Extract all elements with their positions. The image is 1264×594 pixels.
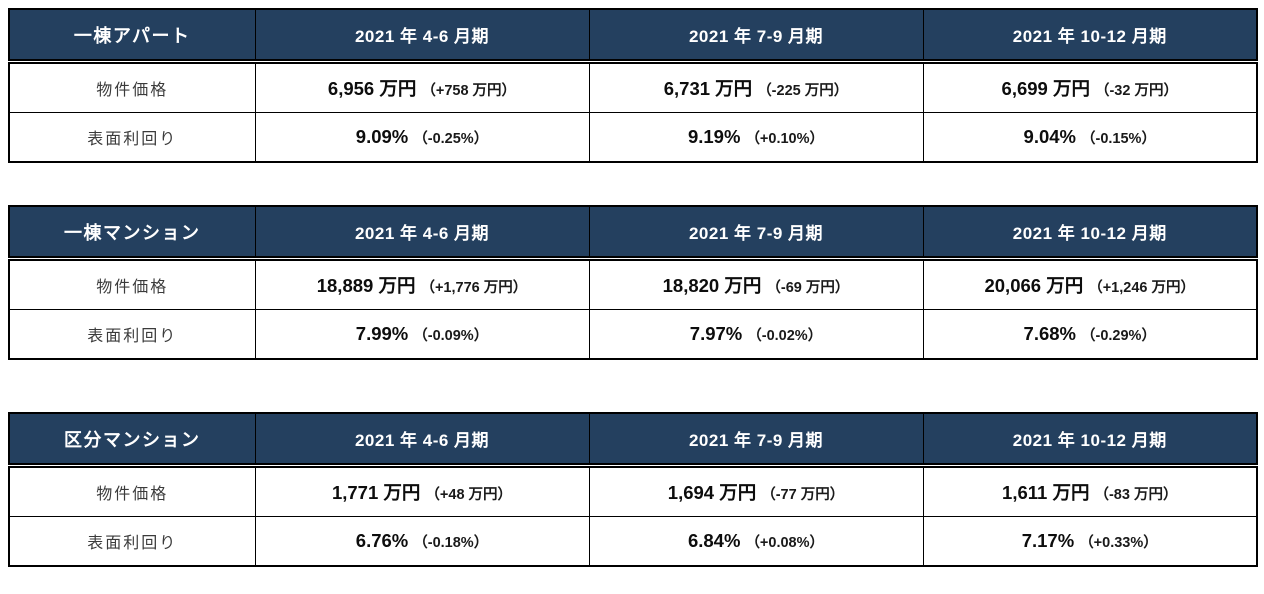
value-delta: （+0.08%） <box>745 535 825 551</box>
table-row-yield: 表面利回り 9.09% （-0.25%） 9.19% （+0.10%） 9.04% （… <box>8 112 1258 163</box>
value-main: 7.97% <box>689 323 743 344</box>
row-label: 表面利回り <box>8 309 256 360</box>
table-title: 一棟マンション <box>8 205 256 261</box>
row-label: 表面利回り <box>8 516 256 567</box>
row-label: 表面利回り <box>8 112 256 163</box>
value-cell: 7.97% （-0.02%） <box>588 309 924 360</box>
column-header-q2: 2021 年 4-6 月期 <box>254 8 590 64</box>
value-main: 7.99% <box>355 323 409 344</box>
row-label: 物件価格 <box>8 258 256 310</box>
column-header-q4: 2021 年 10-12 月期 <box>922 8 1258 64</box>
mansion-building-table: 一棟マンション 2021 年 4-6 月期 2021 年 7-9 月期 2021… <box>8 205 1258 360</box>
row-label: 物件価格 <box>8 465 256 517</box>
value-main: 18,889 万円 <box>316 275 416 296</box>
value-cell: 1,611 万円 （-83 万円） <box>922 465 1258 517</box>
column-header-q4: 2021 年 10-12 月期 <box>922 205 1258 261</box>
value-main: 6,699 万円 <box>1001 78 1090 99</box>
value-cell: 18,820 万円 （-69 万円） <box>588 258 924 310</box>
value-main: 18,820 万円 <box>662 275 762 296</box>
quarterly-data-table: 区分マンション 2021 年 4-6 月期 2021 年 7-9 月期 2021… <box>8 412 1258 567</box>
value-cell: 18,889 万円 （+1,776 万円） <box>254 258 590 310</box>
value-cell: 9.09% （-0.25%） <box>254 112 590 163</box>
value-delta: （-0.25%） <box>413 131 489 147</box>
value-main: 7.68% <box>1023 323 1076 344</box>
value-delta: （-0.15%） <box>1081 131 1156 147</box>
value-cell: 7.99% （-0.09%） <box>254 309 590 360</box>
value-delta: （+0.33%） <box>1079 535 1158 551</box>
table-row-price: 物件価格 6,956 万円 （+758 万円） 6,731 万円 （-225 万円）… <box>8 61 1258 113</box>
table-row-price: 物件価格 18,889 万円 （+1,776 万円） 18,820 万円 （-69 … <box>8 258 1258 310</box>
value-main: 6,731 万円 <box>663 78 753 99</box>
value-delta: （-69 万円） <box>766 280 850 296</box>
column-header-q3: 2021 年 7-9 月期 <box>588 8 924 64</box>
document-body: 一棟アパート 2021 年 4-6 月期 2021 年 7-9 月期 2021 … <box>8 8 1258 567</box>
header-row: 一棟アパート 2021 年 4-6 月期 2021 年 7-9 月期 2021 … <box>8 8 1258 64</box>
mansion-unit-table: 区分マンション 2021 年 4-6 月期 2021 年 7-9 月期 2021… <box>8 412 1258 567</box>
header-row: 一棟マンション 2021 年 4-6 月期 2021 年 7-9 月期 2021… <box>8 205 1258 261</box>
value-main: 1,694 万円 <box>667 482 757 503</box>
value-cell: 9.04% （-0.15%） <box>922 112 1258 163</box>
column-header-q2: 2021 年 4-6 月期 <box>254 205 590 261</box>
value-delta: （-32 万円） <box>1094 83 1178 99</box>
value-cell: 9.19% （+0.10%） <box>588 112 924 163</box>
value-main: 9.19% <box>687 126 741 147</box>
value-main: 6.84% <box>687 530 741 551</box>
value-main: 6.76% <box>355 530 409 551</box>
column-header-q3: 2021 年 7-9 月期 <box>588 205 924 261</box>
value-delta: （+48 万円） <box>425 487 513 503</box>
value-main: 9.09% <box>355 126 409 147</box>
value-cell: 6.84% （+0.08%） <box>588 516 924 567</box>
value-delta: （-83 万円） <box>1094 487 1178 503</box>
column-header-q2: 2021 年 4-6 月期 <box>254 412 590 468</box>
value-delta: （+1,776 万円） <box>420 280 528 296</box>
value-delta: （+758 万円） <box>421 83 517 99</box>
value-main: 6,956 万円 <box>327 78 417 99</box>
value-main: 9.04% <box>1023 126 1076 147</box>
value-main: 1,771 万円 <box>331 482 421 503</box>
value-delta: （+1,246 万円） <box>1088 280 1196 296</box>
value-delta: （-0.18%） <box>413 535 489 551</box>
table-title: 一棟アパート <box>8 8 256 64</box>
value-cell: 6,699 万円 （-32 万円） <box>922 61 1258 113</box>
value-delta: （-0.29%） <box>1081 328 1156 344</box>
value-cell: 1,694 万円 （-77 万円） <box>588 465 924 517</box>
quarterly-data-table: 一棟アパート 2021 年 4-6 月期 2021 年 7-9 月期 2021 … <box>8 8 1258 163</box>
table-row-price: 物件価格 1,771 万円 （+48 万円） 1,694 万円 （-77 万円） 1… <box>8 465 1258 517</box>
value-main: 20,066 万円 <box>984 275 1084 296</box>
column-header-q4: 2021 年 10-12 月期 <box>922 412 1258 468</box>
value-delta: （-225 万円） <box>757 83 849 99</box>
value-cell: 20,066 万円 （+1,246 万円） <box>922 258 1258 310</box>
value-cell: 6,731 万円 （-225 万円） <box>588 61 924 113</box>
column-header-q3: 2021 年 7-9 月期 <box>588 412 924 468</box>
value-delta: （+0.10%） <box>745 131 825 147</box>
value-main: 1,611 万円 <box>1002 482 1090 503</box>
apartment-building-table: 一棟アパート 2021 年 4-6 月期 2021 年 7-9 月期 2021 … <box>8 8 1258 163</box>
value-main: 7.17% <box>1021 530 1075 551</box>
quarterly-data-table: 一棟マンション 2021 年 4-6 月期 2021 年 7-9 月期 2021… <box>8 205 1258 360</box>
value-delta: （-0.02%） <box>747 328 823 344</box>
value-cell: 6.76% （-0.18%） <box>254 516 590 567</box>
value-cell: 7.17% （+0.33%） <box>922 516 1258 567</box>
table-row-yield: 表面利回り 6.76% （-0.18%） 6.84% （+0.08%） 7.17% （… <box>8 516 1258 567</box>
header-row: 区分マンション 2021 年 4-6 月期 2021 年 7-9 月期 2021… <box>8 412 1258 468</box>
row-label: 物件価格 <box>8 61 256 113</box>
table-title: 区分マンション <box>8 412 256 468</box>
value-cell: 1,771 万円 （+48 万円） <box>254 465 590 517</box>
value-cell: 6,956 万円 （+758 万円） <box>254 61 590 113</box>
value-cell: 7.68% （-0.29%） <box>922 309 1258 360</box>
value-delta: （-77 万円） <box>761 487 845 503</box>
value-delta: （-0.09%） <box>413 328 489 344</box>
table-row-yield: 表面利回り 7.99% （-0.09%） 7.97% （-0.02%） 7.68% （… <box>8 309 1258 360</box>
